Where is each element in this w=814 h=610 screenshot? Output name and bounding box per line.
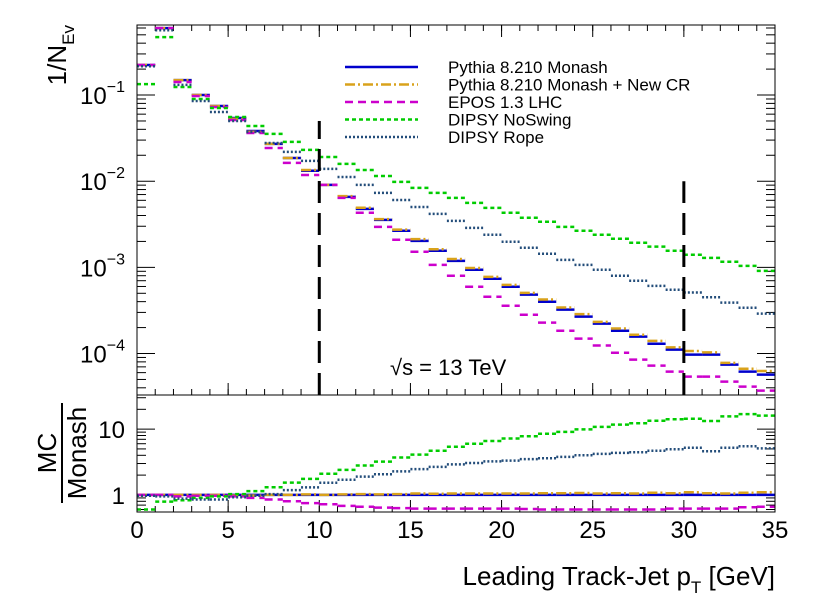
label-main: 1/N	[42, 45, 72, 85]
y-tick-label: 10−1	[80, 79, 125, 110]
label-main: Leading Track-Jet p	[463, 561, 691, 591]
ratio-y-label: MC Monash	[32, 403, 92, 503]
x-axis-label: Leading Track-Jet pT [GeV]	[463, 561, 775, 597]
ratio-label-top: MC	[32, 433, 62, 473]
y-tick-label: 10	[98, 417, 125, 444]
legend-label: Pythia 8.210 Monash	[448, 58, 608, 77]
x-tick-label: 20	[488, 517, 515, 544]
x-tick-label: 5	[221, 517, 234, 544]
y-tick-label: 1	[112, 483, 125, 510]
tick-exponent: −2	[107, 165, 125, 182]
y-tick-label: 10−3	[80, 251, 125, 282]
annotation: √s = 13 TeV	[390, 355, 507, 380]
label-unit: [GeV]	[701, 561, 775, 591]
x-tick-label: 0	[130, 517, 143, 544]
x-tick-label: 10	[306, 517, 333, 544]
tick-base: 10	[80, 83, 107, 110]
tick-base: 10	[80, 342, 107, 369]
tick-base: 10	[80, 255, 107, 282]
y-tick-label: 10−4	[80, 338, 125, 369]
x-tick-label: 30	[671, 517, 698, 544]
tick-base: 10	[80, 169, 107, 196]
tick-exponent: −3	[107, 251, 125, 268]
ratio-label-bottom: Monash	[62, 407, 92, 500]
legend-label: EPOS 1.3 LHC	[448, 93, 562, 112]
y-tick-label: 10−2	[80, 165, 125, 196]
tick-exponent: −4	[107, 338, 125, 355]
x-tick-label: 25	[579, 517, 606, 544]
legend-label: DIPSY NoSwing	[448, 111, 571, 130]
label-sub: Ev	[59, 25, 78, 45]
x-tick-label: 15	[397, 517, 424, 544]
label-sub: T	[691, 578, 701, 597]
legend-label: Pythia 8.210 Monash + New CR	[448, 76, 690, 95]
ratio-frame	[136, 394, 776, 513]
legend-label: DIPSY Rope	[448, 128, 544, 147]
y-axis-label: 1/NEv	[42, 25, 78, 86]
tick-exponent: −1	[107, 79, 125, 96]
x-tick-label: 35	[762, 517, 789, 544]
